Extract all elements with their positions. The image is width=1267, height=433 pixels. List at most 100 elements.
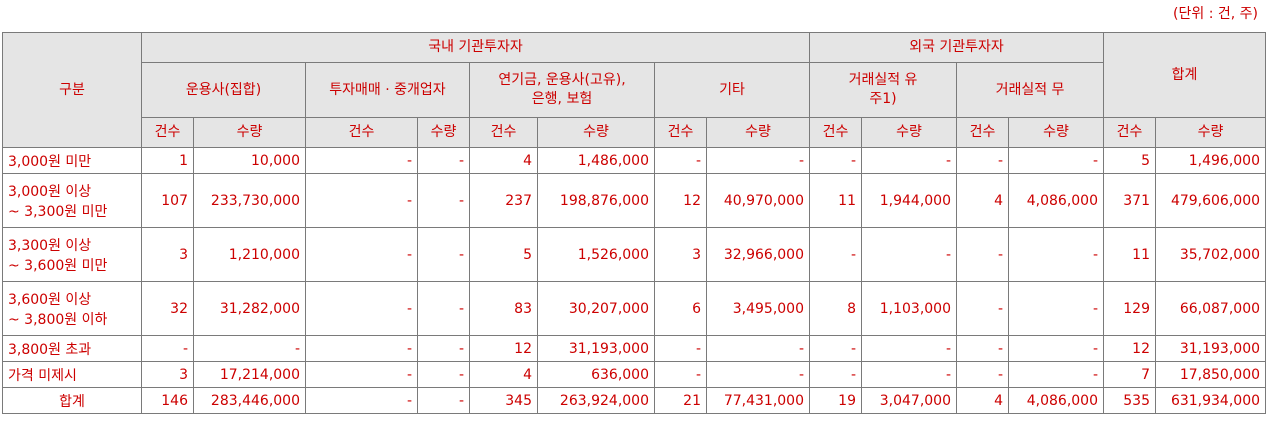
- table-cell: -: [305, 147, 418, 174]
- table-cell: 30,207,000: [537, 281, 655, 336]
- table-cell: 6: [654, 281, 707, 336]
- table-cell: -: [1008, 227, 1104, 282]
- table-cell: 5: [469, 227, 538, 282]
- table-cell: 479,606,000: [1154, 173, 1267, 228]
- table-cell: 107: [141, 173, 194, 228]
- table-cell: 233,730,000: [193, 173, 306, 228]
- row-label: 3,600원 이상 ~ 3,800원 이하: [2, 281, 142, 336]
- total-header: 합계: [1102, 32, 1267, 118]
- demand-forecast-table: 구분 국내 기관투자자 외국 기관투자자 합계 운용사(집합) 투자매매 · 중개…: [2, 32, 1267, 414]
- table-cell: 631,934,000: [1154, 387, 1267, 414]
- table-row: 합계 146 283,446,000- -345 263,924,000 21 77,431…: [2, 387, 1267, 414]
- table-cell: 35,702,000: [1154, 227, 1267, 282]
- table-row: 3,300원 이상 ~ 3,600원 미만 3 1,210,000- -5 1,526,0…: [2, 227, 1267, 282]
- table-cell: -: [1008, 281, 1104, 336]
- table-cell: -: [417, 361, 470, 388]
- table-cell: -: [141, 335, 194, 362]
- table-cell: 371: [1103, 173, 1156, 228]
- domestic-group-header: 운용사(집합): [141, 62, 306, 118]
- table-cell: 32: [141, 281, 194, 336]
- category-header: 구분: [2, 32, 142, 148]
- table-cell: -: [654, 147, 707, 174]
- table-cell: -: [305, 361, 418, 388]
- table-cell: 283,446,000: [193, 387, 306, 414]
- table-cell: 4,086,000: [1008, 173, 1104, 228]
- table-cell: 3,495,000: [706, 281, 810, 336]
- table-cell: -: [654, 335, 707, 362]
- qty-header: 수량: [537, 117, 655, 148]
- table-cell: 17,214,000: [193, 361, 306, 388]
- table-cell: 198,876,000: [537, 173, 655, 228]
- table-row: 3,800원 초과 - - - -12 31,193,000- - - - - -12 31,193,…: [2, 335, 1267, 362]
- table-cell: -: [654, 361, 707, 388]
- table-cell: -: [417, 147, 470, 174]
- table-cell: 129: [1103, 281, 1156, 336]
- count-header: 건수: [1103, 117, 1156, 148]
- table-cell: -: [809, 147, 862, 174]
- qty-header: 수량: [417, 117, 470, 148]
- table-cell: 1,486,000: [537, 147, 655, 174]
- row-label: 3,000원 이상 ~ 3,300원 미만: [2, 173, 142, 228]
- table-cell: 31,282,000: [193, 281, 306, 336]
- table-cell: 19: [809, 387, 862, 414]
- table-cell: -: [1008, 147, 1104, 174]
- qty-header: 수량: [706, 117, 810, 148]
- qty-header: 수량: [1008, 117, 1104, 148]
- table-cell: 12: [1103, 335, 1156, 362]
- table-cell: -: [305, 227, 418, 282]
- table-cell: 77,431,000: [706, 387, 810, 414]
- table-cell: 4: [956, 387, 1009, 414]
- table-cell: 3: [654, 227, 707, 282]
- table-cell: -: [417, 281, 470, 336]
- count-header: 건수: [809, 117, 862, 148]
- table-cell: 31,193,000: [537, 335, 655, 362]
- table-cell: 5: [1103, 147, 1156, 174]
- table-cell: -: [193, 335, 306, 362]
- table-cell: 40,970,000: [706, 173, 810, 228]
- qty-header: 수량: [193, 117, 306, 148]
- table-cell: -: [956, 227, 1009, 282]
- table-row: 3,000원 미만 1 10,000- -4 1,486,000- - - - - -5 1,496…: [2, 147, 1267, 174]
- table-row: 가격 미제시 3 17,214,000- -4 636,000- - - - - -7 17,850…: [2, 361, 1267, 388]
- table-row: 3,600원 이상 ~ 3,800원 이하 32 31,282,000- -83 30,2…: [2, 281, 1267, 336]
- table-cell: 10,000: [193, 147, 306, 174]
- table-cell: 31,193,000: [1154, 335, 1267, 362]
- row-label: 3,000원 미만: [2, 147, 142, 174]
- count-header: 건수: [654, 117, 707, 148]
- table-cell: -: [305, 335, 418, 362]
- table-cell: 1: [141, 147, 194, 174]
- table-cell: 636,000: [537, 361, 655, 388]
- foreign-group-header: 거래실적 무: [956, 62, 1104, 118]
- count-header: 건수: [469, 117, 538, 148]
- table-cell: -: [861, 335, 957, 362]
- table-cell: 535: [1103, 387, 1156, 414]
- table-cell: -: [956, 335, 1009, 362]
- table-cell: 1,103,000: [861, 281, 957, 336]
- row-label: 3,300원 이상 ~ 3,600원 미만: [2, 227, 142, 282]
- table-cell: -: [809, 335, 862, 362]
- table-cell: -: [706, 335, 810, 362]
- table-cell: 83: [469, 281, 538, 336]
- table-cell: 1,526,000: [537, 227, 655, 282]
- table-cell: 345: [469, 387, 538, 414]
- table-cell: -: [956, 147, 1009, 174]
- row-label: 3,800원 초과: [2, 335, 142, 362]
- table-cell: 11: [809, 173, 862, 228]
- table-cell: -: [809, 361, 862, 388]
- table-cell: 17,850,000: [1154, 361, 1267, 388]
- table-cell: -: [956, 361, 1009, 388]
- table-cell: 263,924,000: [537, 387, 655, 414]
- table-cell: 21: [654, 387, 707, 414]
- count-header: 건수: [956, 117, 1009, 148]
- table-cell: 12: [469, 335, 538, 362]
- table-cell: 3,047,000: [861, 387, 957, 414]
- table-row: 3,000원 이상 ~ 3,300원 미만 107 233,730,000- -237 1…: [2, 173, 1267, 228]
- table-cell: -: [305, 281, 418, 336]
- table-cell: -: [706, 361, 810, 388]
- table-cell: 4: [469, 361, 538, 388]
- table-cell: -: [417, 227, 470, 282]
- table-cell: 3: [141, 227, 194, 282]
- table-cell: -: [861, 147, 957, 174]
- table-cell: -: [861, 227, 957, 282]
- table-cell: 11: [1103, 227, 1156, 282]
